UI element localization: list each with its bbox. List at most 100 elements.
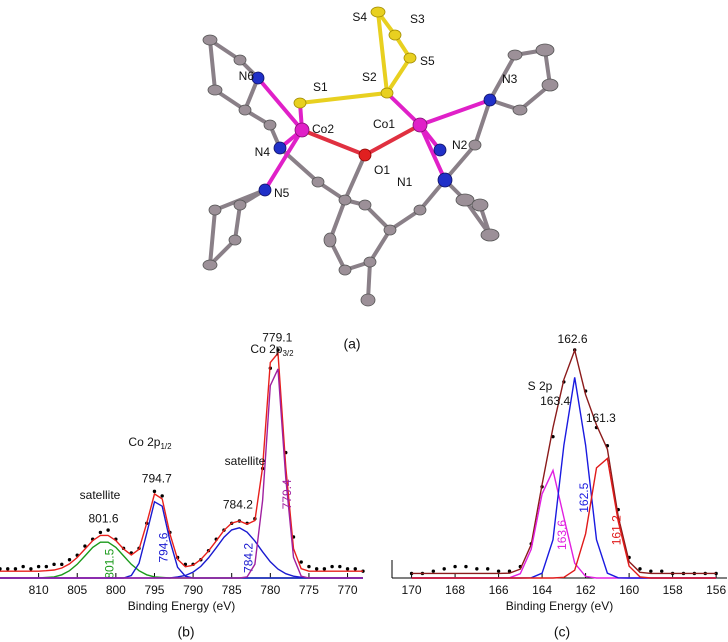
x-tick-label: 805 [67,583,87,597]
data-point [507,569,512,573]
molecule-structure: S4 S3 S5 S2 S1 N6 Co2 Co1 N3 N4 N2 O1 N1… [202,6,559,352]
x-tick-label: 780 [260,583,280,597]
data-point [464,564,468,569]
atom-label: S5 [420,54,435,68]
data-point [338,564,342,569]
data-point [36,564,41,569]
data-point [152,489,157,494]
x-tick-label: 790 [183,583,203,597]
peak-label: 161.3 [586,411,616,425]
component-label: 801.5 [103,548,117,578]
atom-label: S1 [313,80,328,94]
data-point [409,571,414,576]
annotation-text: S 2p [528,379,553,393]
annotation-text: Co 2p [128,435,160,449]
data-point [649,569,653,573]
x-tick-label: 785 [222,583,242,597]
atom-label: S3 [410,12,425,26]
x-tick-label: 795 [144,583,164,597]
data-point [431,569,436,573]
component-label: 163.6 [555,520,569,550]
x-tick-label: 775 [299,583,319,597]
atom-label: S2 [362,70,377,84]
data-point [0,567,2,571]
x-tick-label: 800 [106,583,126,597]
peak-label: 163.4 [540,394,570,408]
panel-label: (b) [177,624,194,640]
atom-label: N4 [255,145,271,159]
data-point [345,567,350,571]
data-point [29,567,33,571]
data-point [475,567,479,571]
data-point [496,569,501,573]
x-tick-label: 168 [445,583,465,597]
x-axis-title: Binding Energy (eV) [128,599,235,613]
atom-label: Co1 [373,117,395,131]
data-point [486,567,490,571]
data-point [276,348,280,352]
atom-label: N6 [239,69,255,83]
x-axis-title: Binding Energy (eV) [506,599,613,613]
x-tick-label: 170 [402,583,422,597]
annotation-text: satellite [80,488,121,502]
data-point [714,571,718,576]
data-point [314,567,319,571]
curve [411,457,717,579]
data-point [299,560,303,564]
atom-label: O1 [374,163,390,177]
annotation: satellite [80,488,121,502]
peak-label: 794.7 [142,472,172,486]
atom-label: N1 [397,175,413,189]
annotation: Co 2p1/2 [128,435,172,451]
x-tick-label: 166 [489,583,509,597]
data-point [67,558,72,562]
data-point [322,567,327,571]
peak-label: 162.6 [558,332,588,346]
atom-label: N5 [274,186,290,200]
data-point [638,567,642,571]
annotation: S 2p [528,379,553,393]
atom-label: Co2 [312,122,334,136]
panel-label: (c) [554,624,570,640]
data-point [44,564,49,569]
data-point [83,544,87,548]
atom-label: N2 [452,138,468,152]
component-label: 794.6 [157,532,171,562]
data-point [330,564,334,569]
data-point [52,562,56,567]
x-tick-label: 158 [663,583,683,597]
x-tick-label: 770 [338,583,358,597]
annotation: satellite [225,454,266,468]
x-tick-label: 162 [576,583,596,597]
curve [0,368,363,579]
data-point [21,564,25,569]
peak-label: 784.2 [223,498,253,512]
curve [0,351,363,572]
atom-label: N3 [502,72,518,86]
data-point [6,567,10,571]
component-label: 162.5 [577,482,591,512]
annotation-subscript: 1/2 [160,442,172,451]
panel-label: (a) [343,336,360,352]
data-point [60,562,64,567]
data-point [353,567,357,571]
annotation-subscript: 3/2 [282,349,294,358]
data-point [442,567,446,571]
annotation-text: Co 2p [250,342,282,356]
peak-label: 779.1 [262,330,292,344]
data-point [13,567,18,571]
data-point [660,569,664,573]
data-point [453,564,457,569]
data-point [160,494,164,498]
annotation-text: satellite [225,454,266,468]
x-tick-label: 160 [619,583,639,597]
data-point [307,564,311,569]
x-tick-label: 164 [532,583,552,597]
peak-label: 801.6 [88,512,118,526]
data-point [106,528,110,532]
x-tick-label: 156 [706,583,726,597]
curve [411,347,717,575]
atom-label: S4 [352,10,367,24]
annotation: Co 2p3/2 [250,342,294,358]
